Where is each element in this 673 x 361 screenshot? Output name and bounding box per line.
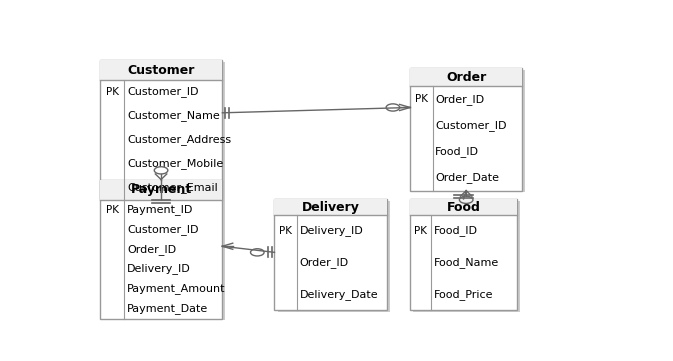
Text: Customer_ID: Customer_ID bbox=[435, 120, 507, 131]
Text: Customer_ID: Customer_ID bbox=[127, 87, 199, 97]
Text: Customer: Customer bbox=[127, 64, 194, 77]
Bar bbox=[103, 62, 225, 201]
Text: Payment_Amount: Payment_Amount bbox=[127, 283, 225, 294]
Bar bbox=[100, 179, 222, 318]
Text: Food_Name: Food_Name bbox=[434, 257, 499, 268]
Text: PK: PK bbox=[106, 205, 118, 214]
Text: Order_ID: Order_ID bbox=[299, 257, 349, 268]
Text: Customer_ID: Customer_ID bbox=[127, 224, 199, 235]
Bar bbox=[413, 70, 526, 192]
Bar bbox=[275, 199, 386, 310]
Bar bbox=[410, 199, 517, 215]
Text: Order_ID: Order_ID bbox=[435, 94, 485, 105]
Text: PK: PK bbox=[415, 94, 428, 104]
Text: Food_Price: Food_Price bbox=[434, 289, 493, 300]
Text: Customer_Email: Customer_Email bbox=[127, 182, 217, 192]
Text: PK: PK bbox=[415, 226, 427, 236]
Text: Order: Order bbox=[446, 71, 487, 84]
Text: Order_ID: Order_ID bbox=[127, 244, 176, 255]
Text: Customer_Name: Customer_Name bbox=[127, 110, 219, 121]
Text: Delivery_ID: Delivery_ID bbox=[127, 264, 190, 274]
Text: Food_ID: Food_ID bbox=[434, 226, 478, 236]
Bar bbox=[278, 201, 390, 312]
Text: PK: PK bbox=[106, 87, 118, 97]
Bar bbox=[410, 68, 522, 86]
Text: Food_ID: Food_ID bbox=[435, 146, 479, 157]
Text: Customer_Mobile: Customer_Mobile bbox=[127, 158, 223, 169]
Text: Payment: Payment bbox=[131, 183, 192, 196]
Bar bbox=[100, 60, 222, 80]
Text: Delivery_ID: Delivery_ID bbox=[299, 226, 363, 236]
Bar bbox=[100, 60, 222, 199]
Bar bbox=[410, 199, 517, 310]
Bar bbox=[103, 181, 225, 320]
Bar bbox=[410, 68, 522, 191]
Bar bbox=[100, 179, 222, 200]
Text: Payment_ID: Payment_ID bbox=[127, 204, 193, 215]
Text: Customer_Address: Customer_Address bbox=[127, 134, 231, 145]
Text: Delivery_Date: Delivery_Date bbox=[299, 289, 378, 300]
Bar bbox=[275, 199, 386, 215]
Text: PK: PK bbox=[279, 226, 292, 236]
Text: Order_Date: Order_Date bbox=[435, 172, 499, 183]
Bar bbox=[413, 201, 520, 312]
Text: Payment_Date: Payment_Date bbox=[127, 303, 208, 314]
Text: Food: Food bbox=[447, 201, 481, 214]
Text: Delivery: Delivery bbox=[302, 201, 359, 214]
